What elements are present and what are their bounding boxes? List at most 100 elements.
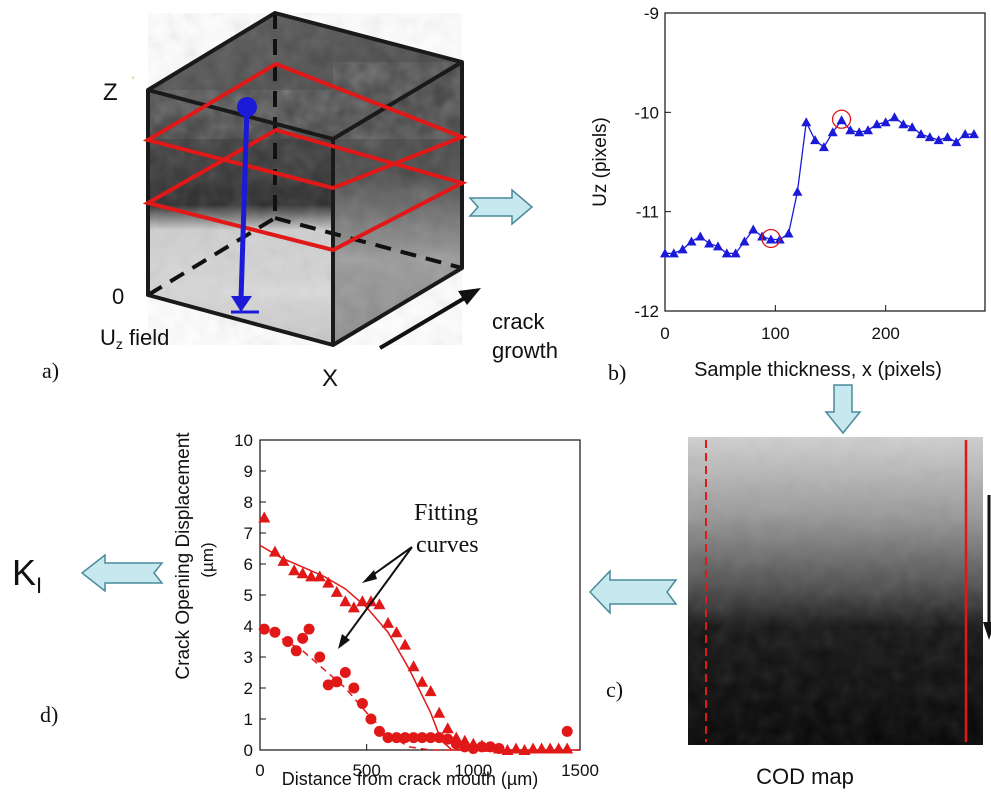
cod-triangle-point xyxy=(313,570,326,582)
cod-circle-point xyxy=(382,732,394,744)
cod-triangle-point xyxy=(288,564,301,576)
field-label: Uz field xyxy=(100,325,169,352)
cod-circle-point xyxy=(297,632,309,644)
cod-circle-point xyxy=(425,732,437,744)
uz-data-point xyxy=(712,241,723,251)
uz-profile-arrowhead xyxy=(231,296,252,312)
flow-arrow-a-to-b xyxy=(468,188,534,226)
uz-data-point xyxy=(951,137,962,147)
cod-ytick-label: 2 xyxy=(244,679,253,698)
uz-data-point xyxy=(686,236,697,246)
cod-chart-ylabel-line1: Crack Opening Displacement xyxy=(173,432,194,680)
uz-data-point xyxy=(827,127,838,137)
uz-data-point xyxy=(916,129,926,139)
uz-data-point xyxy=(792,186,803,196)
cod-triangle-point xyxy=(433,706,446,718)
uz-highlight-circle xyxy=(831,109,852,129)
panel-c-label: c) xyxy=(606,677,623,702)
uz-data-point xyxy=(960,129,971,139)
fitting-annotation-line2: curves xyxy=(416,532,479,558)
cod-ytick-label: 10 xyxy=(234,431,253,450)
cod-triangle-point xyxy=(364,595,377,607)
cod-triangle-point xyxy=(268,545,281,557)
uz-data-point xyxy=(889,112,900,122)
cod-ytick-label: 0 xyxy=(244,741,253,760)
cod-triangle-point xyxy=(356,595,369,607)
small-marker: ' xyxy=(132,74,134,88)
cod-triangle-point xyxy=(258,511,271,523)
axis-z-label: Z xyxy=(103,79,118,106)
cod-circle-point xyxy=(561,725,573,737)
cod-circle-point xyxy=(416,732,428,744)
axis-x-label: X xyxy=(322,365,338,392)
cod-triangle-point xyxy=(399,638,412,650)
uz-data-point xyxy=(801,117,812,127)
cod-triangle-point xyxy=(373,598,386,610)
cod-xtick-label: 1500 xyxy=(561,761,599,780)
panel-a-label: a) xyxy=(42,358,59,383)
uz-data-point xyxy=(810,135,821,145)
cod-triangle-point xyxy=(424,685,437,697)
flow-arrow-c-to-d xyxy=(588,569,678,615)
uz-data-point xyxy=(924,132,935,142)
cod-circle-point xyxy=(442,733,454,745)
cod-circle-point xyxy=(331,676,343,688)
uz-data-point xyxy=(668,248,679,258)
cod-circle-point xyxy=(356,698,368,709)
cod-ytick-label: 8 xyxy=(244,493,253,512)
uz-data-point xyxy=(933,135,944,145)
cod-ytick-label: 3 xyxy=(244,648,253,667)
cod-circle-point xyxy=(476,741,488,753)
cod-triangle-point xyxy=(277,554,290,566)
cod-circle-point xyxy=(373,725,385,737)
uz-profile-line xyxy=(238,107,250,301)
cod-circle-point xyxy=(258,623,270,635)
cod-circle-point xyxy=(450,738,462,750)
cod-profile-chart: 0 1 2 3 4 5 6 7 8 9 10 0 500 1000 1500 xyxy=(234,431,599,780)
uz-data-point xyxy=(871,119,882,129)
cod-xtick-label: 0 xyxy=(255,761,264,780)
uz-data-point xyxy=(863,125,874,135)
cod-chart-frame xyxy=(259,439,581,751)
cod-chart-xlabel: Distance from crack mouth (µm) xyxy=(282,769,538,789)
uz-chart-xlabel: Sample thickness, x (pixels) xyxy=(694,359,942,381)
uz-data-point xyxy=(898,119,909,129)
cube-hidden-edge xyxy=(274,216,463,270)
cod-circle-point xyxy=(493,742,505,754)
cod-ytick-label: 1 xyxy=(244,710,253,729)
cod-circle-point xyxy=(322,679,334,691)
uz-profile-start-point xyxy=(237,97,257,117)
panel-b-label: b) xyxy=(608,360,626,385)
cod-circle-point xyxy=(290,645,302,657)
cod-triangle-point xyxy=(407,660,420,672)
cod-circle-point xyxy=(365,713,377,725)
uz-data-point xyxy=(660,248,670,258)
axis-origin-label: 0 xyxy=(112,284,124,309)
slice-plane-lower xyxy=(142,127,468,253)
uz-chart-ylabel: Uz (pixels) xyxy=(590,117,611,207)
cod-ytick-label: 9 xyxy=(244,462,253,481)
uz-data-point xyxy=(836,115,847,125)
uz-data-point xyxy=(845,125,856,135)
uz-data-point xyxy=(730,248,741,258)
cube-edges xyxy=(146,11,464,347)
crack-growth-label-line2: growth xyxy=(492,338,558,363)
cod-triangle-point xyxy=(347,601,360,613)
cod-map-caption: COD map xyxy=(756,764,854,789)
cod-triangle-point xyxy=(330,585,343,597)
uz-highlight-circle xyxy=(761,228,781,249)
cod-triangle-point xyxy=(390,626,403,638)
cod-circle-point xyxy=(303,623,315,635)
uz-data-point xyxy=(783,228,794,238)
uz-chart-frame xyxy=(664,12,986,312)
cod-circle-point xyxy=(348,682,360,694)
cod-circle-point xyxy=(269,626,281,638)
cod-triangle-point xyxy=(518,744,531,755)
cod-triangle-point xyxy=(416,675,429,687)
flow-arrow-d-to-k xyxy=(80,553,164,593)
panel-d-label: d) xyxy=(40,702,58,727)
cod-circle-point xyxy=(459,741,471,753)
slice-plane-upper xyxy=(142,61,468,191)
cod-circle-point xyxy=(339,667,351,678)
